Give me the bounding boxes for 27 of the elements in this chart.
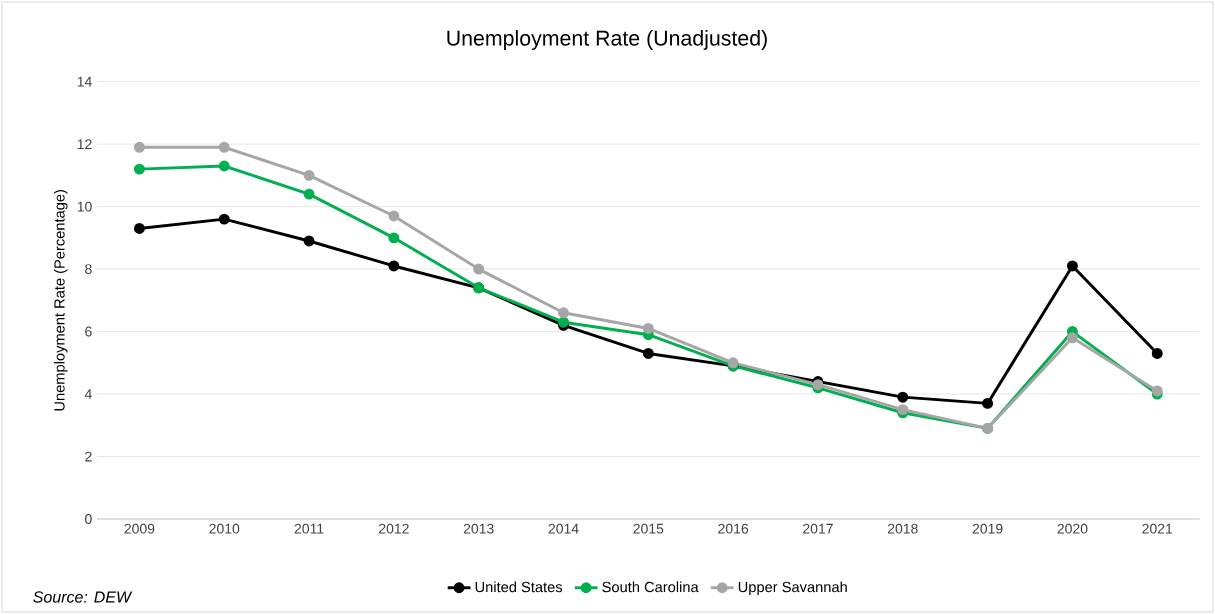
x-tick-label: 2015 xyxy=(633,523,664,534)
y-tick-label: 8 xyxy=(85,264,92,275)
y-tick-label: 0 xyxy=(85,514,92,524)
x-tick-label: 2017 xyxy=(803,523,833,534)
legend-label: Upper Savannah xyxy=(738,581,847,596)
x-tick-label: 2011 xyxy=(294,523,324,534)
x-tick-label: 2009 xyxy=(124,523,155,534)
legend-label: United States xyxy=(475,581,563,593)
x-tick-label: 2016 xyxy=(718,523,749,534)
x-tick-label: 2018 xyxy=(887,523,918,534)
y-tick-label: 10 xyxy=(77,201,92,212)
chart-title: Unemployment Rate (Unadjusted) xyxy=(447,30,767,50)
text: Source: DEW xyxy=(33,591,133,603)
legend-label: South Carolina xyxy=(602,581,699,593)
y-tick-label: 4 xyxy=(84,389,92,399)
x-tick-label: 2019 xyxy=(972,523,1003,534)
y-tick-label: 14 xyxy=(77,76,92,87)
x-tick-label: 2012 xyxy=(379,523,409,534)
x-tick-label: 2010 xyxy=(209,523,240,534)
x-tick-label: 2014 xyxy=(548,523,579,534)
y-tick-label: 12 xyxy=(77,139,92,150)
y-tick-label: 6 xyxy=(85,326,92,337)
x-tick-label: 2013 xyxy=(463,523,494,534)
x-tick-label: 2021 xyxy=(1142,523,1173,534)
x-tick-label: 2020 xyxy=(1057,523,1088,534)
y-tick-label: 2 xyxy=(85,451,92,462)
y-axis-title: Unemployment Rate (Percentage) xyxy=(53,190,68,411)
